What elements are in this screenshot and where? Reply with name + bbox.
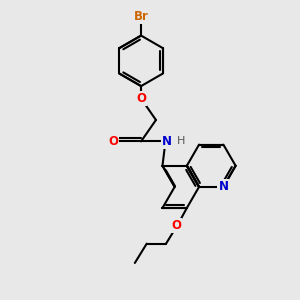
Text: H: H xyxy=(177,136,185,146)
Text: Br: Br xyxy=(134,10,148,23)
Text: N: N xyxy=(162,135,172,148)
Text: O: O xyxy=(136,92,146,105)
Text: N: N xyxy=(218,180,228,194)
Text: O: O xyxy=(172,219,182,232)
Text: O: O xyxy=(108,135,118,148)
